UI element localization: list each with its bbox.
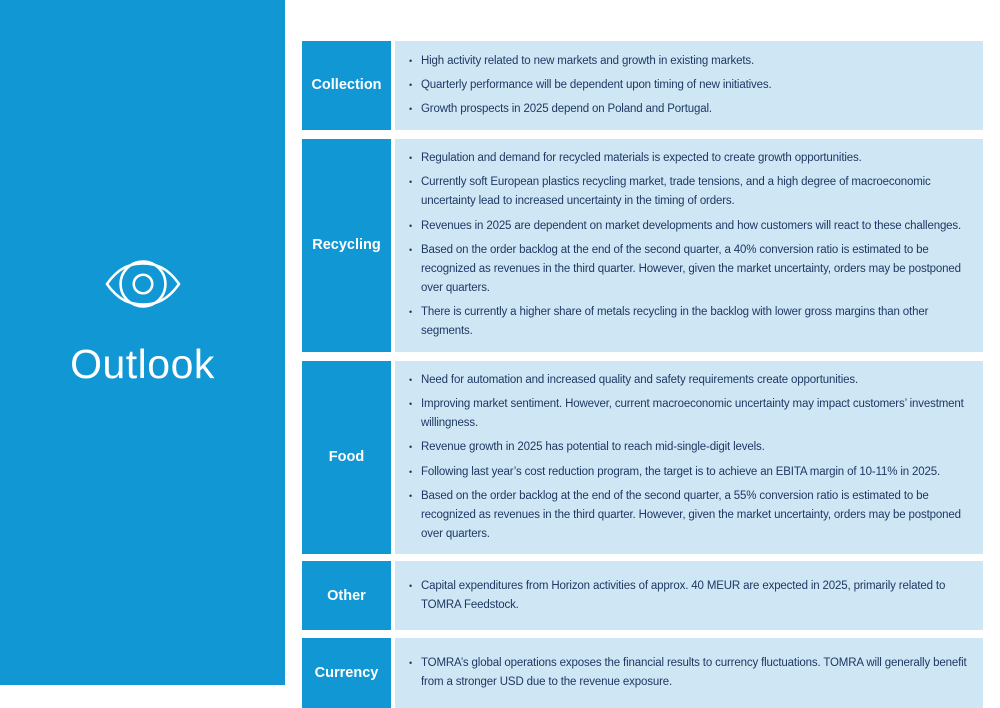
bullet-text: Based on the order backlog at the end of… [421,243,961,294]
bullet-icon: • [409,153,413,164]
bullet-text: Revenues in 2025 are dependent on market… [421,219,962,232]
bullet-text: Regulation and demand for recycled mater… [421,152,862,165]
bullet-text: Need for automation and increased qualit… [421,374,858,387]
bullet-icon: • [409,244,413,255]
row-label-collection: Collection [302,41,391,130]
bullet-icon: • [409,220,413,231]
bullet-item: • There is currently a higher share of me… [407,303,975,341]
row-label-recycling: Recycling [302,138,391,352]
bullet-item: • Based on the order backlog at the end o… [407,487,975,544]
bullet-text: High activity related to new markets and… [421,54,755,67]
eye-icon [105,260,180,308]
bullet-item: • Following last year’s cost reduction pr… [407,463,975,482]
row-content-collection: • High activity related to new markets an… [395,41,983,130]
table-row-other: Other • Capital expenditures from Horizon… [302,561,983,631]
bullet-item: • High activity related to new markets an… [407,52,975,71]
bullet-icon: • [409,658,413,669]
row-label-food: Food [302,360,391,555]
column-gap [391,360,395,555]
column-gap [391,138,395,352]
bullet-icon: • [409,399,413,410]
sidebar-content: Outlook [0,258,285,387]
bullet-text: Quarterly performance will be dependent … [421,78,772,91]
bullet-item: • TOMRA’s global operations exposes the f… [407,654,975,692]
bullet-icon: • [409,580,413,591]
outlook-table: Collection • High activity related to new… [302,41,983,708]
row-label-other: Other [302,561,391,631]
bullet-item: • Revenues in 2025 are dependent on marke… [407,217,975,236]
bullet-item: • Improving market sentiment. However, cu… [407,395,975,433]
bullet-item: • Regulation and demand for recycled mate… [407,149,975,168]
bullet-text: Revenue growth in 2025 has potential to … [421,441,765,454]
bullet-item: • Growth prospects in 2025 depend on Pola… [407,100,975,119]
sidebar: Outlook [0,0,285,685]
row-content-recycling: • Regulation and demand for recycled mate… [395,138,983,352]
bullet-text: Growth prospects in 2025 depend on Polan… [421,102,712,115]
bullet-icon: • [409,490,413,501]
bullet-text: Following last year’s cost reduction pro… [421,465,941,478]
bullet-icon: • [409,375,413,386]
table-row-currency: Currency • TOMRA’s global operations expo… [302,638,983,708]
column-gap [391,638,395,708]
bullet-item: • Revenue growth in 2025 has potential to… [407,438,975,457]
table-row-recycling: Recycling • Regulation and demand for rec… [302,138,983,352]
bullet-icon: • [409,306,413,317]
bullet-icon: • [409,177,413,188]
row-content-other: • Capital expenditures from Horizon activ… [395,561,983,631]
bullet-item: • Need for automation and increased quali… [407,371,975,390]
bullet-item: • Capital expenditures from Horizon activ… [407,577,975,615]
bullet-item: • Based on the order backlog at the end o… [407,241,975,298]
column-gap [391,561,395,631]
row-content-currency: • TOMRA’s global operations exposes the f… [395,638,983,708]
bullet-icon: • [409,79,413,90]
bullet-item: • Quarterly performance will be dependent… [407,76,975,95]
bullet-text: Based on the order backlog at the end of… [421,489,961,540]
bullet-text: Currently soft European plastics recycli… [421,176,931,208]
bullet-item: • Currently soft European plastics recycl… [407,173,975,211]
table-row-collection: Collection • High activity related to new… [302,41,983,130]
bullet-text: There is currently a higher share of met… [421,305,929,337]
bullet-text: TOMRA’s global operations exposes the fi… [421,657,967,689]
row-content-food: • Need for automation and increased quali… [395,360,983,555]
table-row-food: Food • Need for automation and increased … [302,360,983,555]
bullet-icon: • [409,442,413,453]
bullet-icon: • [409,103,413,114]
bullet-text: Improving market sentiment. However, cur… [421,398,964,430]
bullet-text: Capital expenditures from Horizon activi… [421,579,946,611]
bullet-icon: • [409,466,413,477]
bullet-icon: • [409,55,413,66]
page-title: Outlook [70,341,215,387]
column-gap [391,41,395,130]
row-label-currency: Currency [302,638,391,708]
